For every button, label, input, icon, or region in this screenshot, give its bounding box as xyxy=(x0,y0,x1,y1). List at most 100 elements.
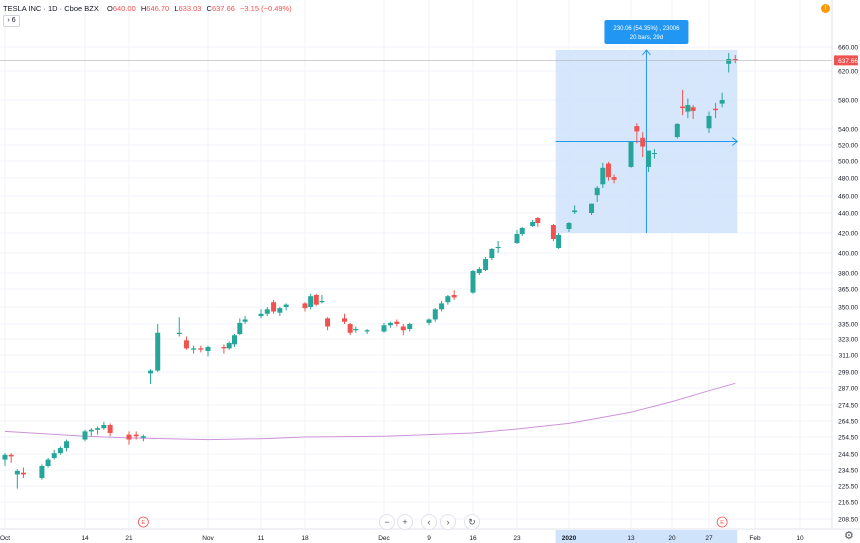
candle-body xyxy=(600,167,606,185)
arrow-right-icon xyxy=(731,137,739,146)
ohlc-legend: TESLA INC · 1D · Cboe BZX O640.00 H646.7… xyxy=(3,4,295,13)
candle xyxy=(556,233,562,249)
indicator-count: 6 xyxy=(11,17,16,24)
candle xyxy=(535,217,541,227)
candle xyxy=(726,53,732,73)
candle-body xyxy=(489,249,495,258)
settings-gear-icon[interactable]: ⚙ xyxy=(844,530,854,542)
candle xyxy=(319,295,325,304)
candle xyxy=(445,295,451,305)
candle-body xyxy=(594,187,600,196)
symbol-title[interactable]: TESLA INC · 1D · Cboe BZX xyxy=(3,4,99,13)
candle xyxy=(489,248,495,260)
candle xyxy=(88,428,94,437)
price-axis[interactable]: 660.00 620.00 580.00 540.00 520.00 500.00 480.… xyxy=(831,0,860,529)
candle-body xyxy=(126,434,132,440)
price-tick-label: 244.50 xyxy=(838,452,858,459)
time-tick-label: 11 xyxy=(258,535,265,542)
candle-body xyxy=(198,348,204,350)
candle-body xyxy=(2,454,8,460)
candle-body xyxy=(556,235,562,248)
candle xyxy=(198,345,204,353)
candle xyxy=(57,446,63,455)
price-tick-label: 299.00 xyxy=(838,370,858,377)
candle xyxy=(20,467,26,478)
open-value: 640.00 xyxy=(112,4,136,13)
candle xyxy=(342,313,347,324)
earnings-marker-label: E xyxy=(142,520,146,526)
candle xyxy=(51,449,57,460)
candle-body xyxy=(342,318,347,322)
time-tick-label: Nov xyxy=(202,535,214,542)
price-tick-label: 335.00 xyxy=(838,322,858,329)
candle-body xyxy=(353,329,359,331)
candle-body xyxy=(674,123,680,137)
candle-body xyxy=(719,100,725,104)
candle xyxy=(407,322,413,332)
time-tick-label: 9 xyxy=(427,535,431,542)
collapse-indicators-button[interactable]: › 6 xyxy=(3,15,20,27)
time-tick-label: 2020 xyxy=(562,535,577,542)
zoom-out-button[interactable]: − xyxy=(379,514,395,530)
time-tick-label: 23 xyxy=(513,535,521,542)
candle xyxy=(347,322,353,336)
candle xyxy=(126,431,132,445)
price-tick-label: 660.00 xyxy=(838,45,858,52)
candle xyxy=(155,324,161,372)
candle xyxy=(680,89,686,116)
price-tick-label: 540.00 xyxy=(838,127,858,134)
candle-body xyxy=(726,59,732,64)
candle xyxy=(451,290,457,300)
close-value: 637.66 xyxy=(211,4,235,13)
time-tick-label: Dec xyxy=(378,535,390,542)
candle-body xyxy=(572,210,578,213)
price-tick-label: 216.50 xyxy=(838,500,858,507)
candle-body xyxy=(495,247,501,248)
candle-body xyxy=(148,370,154,374)
high-label: H xyxy=(140,4,147,13)
candle-body xyxy=(242,319,248,322)
moving-average-path xyxy=(4,382,736,441)
time-axis[interactable]: Oct 14 21 Nov 11 18 Dec 9 16 23 2020 13 20 27 Feb 10 xyxy=(0,528,860,543)
alert-icon[interactable]: ! xyxy=(821,4,830,13)
candle-body xyxy=(271,302,277,312)
date-range-measure[interactable]: 230.06 (54.35%) , 23006 20 bars, 29d xyxy=(555,20,739,233)
candle-body xyxy=(101,425,107,429)
candle-body xyxy=(400,326,406,331)
candle-body xyxy=(381,325,387,332)
earnings-marker-icon xyxy=(716,516,728,528)
candle xyxy=(594,186,600,202)
candle-body xyxy=(313,295,319,305)
time-tick-label: 10 xyxy=(796,535,804,542)
candle-body xyxy=(226,343,232,349)
candle-body xyxy=(445,296,451,303)
candle xyxy=(685,98,691,119)
scroll-right-button[interactable]: › xyxy=(440,514,456,530)
candle-body xyxy=(685,105,691,112)
candle xyxy=(14,469,20,489)
candle xyxy=(611,174,617,184)
candle-body xyxy=(634,126,640,132)
candle-body xyxy=(205,347,211,351)
candle-body xyxy=(566,223,572,229)
candle-body xyxy=(232,335,237,345)
candle-body xyxy=(426,319,432,323)
candle-body xyxy=(95,428,101,430)
reset-chart-button[interactable]: ↻ xyxy=(464,514,480,530)
candle xyxy=(495,241,501,253)
last-price-badge xyxy=(834,55,858,66)
candle-body xyxy=(483,259,489,270)
price-tick-label: 520.00 xyxy=(838,143,858,150)
zoom-in-button[interactable]: + xyxy=(397,514,413,530)
scroll-left-button[interactable]: ‹ xyxy=(421,514,437,530)
earnings-marker-label: E xyxy=(720,520,724,526)
candle xyxy=(519,227,525,236)
candle-body xyxy=(258,313,264,317)
candle xyxy=(264,307,270,317)
candle-body xyxy=(432,309,438,320)
candle xyxy=(226,341,232,350)
candle-body xyxy=(221,347,227,349)
price-tick-label: 234.50 xyxy=(838,468,858,475)
candle xyxy=(476,267,482,276)
